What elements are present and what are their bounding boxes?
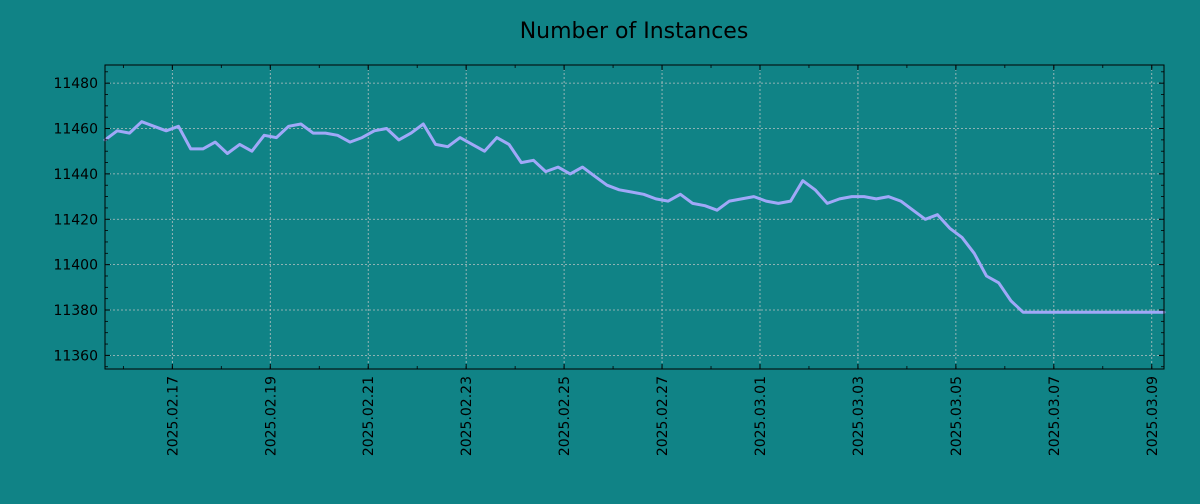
chart-title: Number of Instances — [520, 19, 749, 44]
x-tick-label: 2025.03.05 — [949, 376, 965, 456]
tick-marks — [105, 65, 1164, 369]
x-tick-label: 2025.03.09 — [1145, 376, 1161, 456]
y-tick-label: 11440 — [53, 167, 98, 183]
x-tick-label: 2025.02.27 — [655, 376, 671, 456]
plot-frame — [104, 64, 1165, 370]
y-tick-label: 11480 — [53, 76, 98, 92]
y-tick-label: 11400 — [53, 258, 98, 274]
y-tick-label: 11360 — [53, 348, 98, 364]
x-tick-label: 2025.02.23 — [459, 376, 475, 456]
x-tick-label: 2025.02.25 — [557, 376, 573, 456]
tick-labels: 11360 11380 11400 11420 11440 11460 11480 2025.… — [53, 76, 1160, 456]
y-tick-label: 11420 — [53, 212, 98, 228]
x-tick-label: 2025.02.19 — [263, 376, 279, 456]
series-layer — [103, 120, 1166, 314]
y-tick-label: 11380 — [53, 303, 98, 319]
x-tick-label: 2025.02.17 — [165, 376, 181, 456]
x-tick-label: 2025.03.01 — [753, 376, 769, 456]
x-tick-label: 2025.03.03 — [851, 376, 867, 456]
x-tick-label: 2025.03.07 — [1047, 376, 1063, 456]
y-tick-label: 11460 — [53, 122, 98, 138]
x-tick-label: 2025.02.21 — [361, 376, 377, 456]
series-line — [103, 120, 1166, 314]
grid-lines — [105, 65, 1164, 369]
